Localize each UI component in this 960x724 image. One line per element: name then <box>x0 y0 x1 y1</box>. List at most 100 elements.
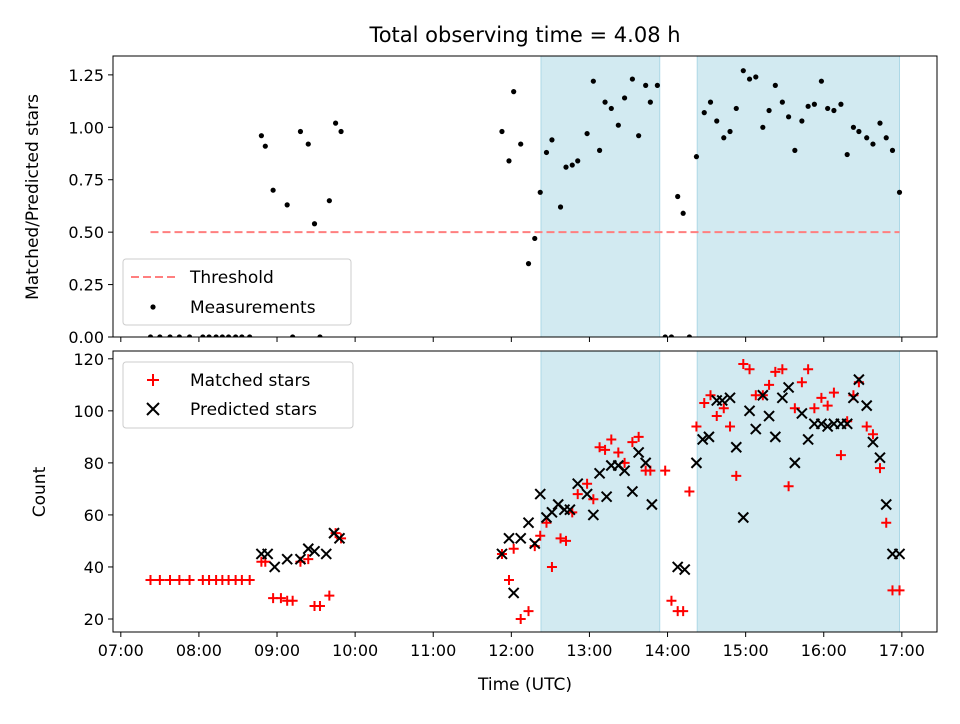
top-y-tick-label: 1.00 <box>68 118 104 137</box>
matched-star-point <box>691 421 702 432</box>
predicted-star-point <box>587 509 600 521</box>
measurement-point <box>621 95 628 101</box>
matched-star-point <box>324 590 335 601</box>
predicted-star-point <box>618 464 631 477</box>
matched-star-point <box>770 366 781 377</box>
matched-star-point <box>515 613 526 624</box>
matched-star-point <box>508 543 519 554</box>
matched-star-point <box>633 431 644 442</box>
predicted-star-point <box>302 543 314 555</box>
matched-star-point <box>561 535 572 546</box>
predicted-star-point <box>564 504 576 516</box>
measurement-point <box>157 334 163 337</box>
legend-matched-label: Matched stars <box>190 371 310 391</box>
measurement-point <box>662 334 668 337</box>
predicted-star-point <box>724 392 736 404</box>
matched-star-point <box>666 595 677 606</box>
measurement-point <box>270 187 276 193</box>
measurement-point <box>896 189 903 195</box>
predicted-star-point <box>757 389 769 401</box>
matched-star-point <box>613 447 624 458</box>
bottom-y-axis-label: Count <box>30 466 50 517</box>
predicted-star-point <box>750 423 762 435</box>
measurement-point <box>779 99 785 105</box>
bottom-legend: Matched stars Predicted stars <box>122 361 354 429</box>
bottom-panel: 20 40 60 80 100 120 07:00 08:00 09:00 10:00 11:00 1… <box>73 350 938 660</box>
predicted-star-point <box>874 451 886 464</box>
predicted-star-point <box>893 548 906 560</box>
predicted-star-point <box>841 418 853 430</box>
matched-star-point <box>867 429 878 440</box>
measurement-point <box>258 133 264 139</box>
bottom-observing-window <box>540 350 661 633</box>
matched-star-point <box>828 387 839 398</box>
matched-star-point <box>835 450 846 461</box>
predicted-star-point <box>534 488 546 500</box>
matched-star-point <box>705 390 716 401</box>
bottom-y-tick-label: 40 <box>84 558 104 577</box>
matched-star-point <box>588 494 599 505</box>
measurement-point <box>727 128 733 135</box>
measurement-point <box>326 198 332 204</box>
bottom-axes-frame <box>112 350 938 633</box>
predicted-star-point <box>776 392 789 404</box>
top-axes-frame <box>112 55 938 338</box>
bottom-y-tick-label: 60 <box>84 506 104 525</box>
measurement-point <box>629 76 635 82</box>
bottom-y-tick-label: 120 <box>73 350 104 369</box>
predicted-star-point <box>847 392 860 404</box>
predicted-star-point <box>679 563 691 576</box>
measurement-point <box>186 334 193 337</box>
legend-predicted-swatch <box>146 402 160 416</box>
predicted-star-point <box>853 373 865 386</box>
measurement-point <box>518 141 524 147</box>
measurement-point <box>338 128 344 135</box>
measurement-point <box>877 120 883 126</box>
predicted-star-point <box>671 561 684 573</box>
x-tick-label: 09:00 <box>254 641 300 660</box>
measurement-point <box>569 162 575 168</box>
matched-star-point <box>165 574 176 585</box>
measurement-point <box>805 103 811 109</box>
measurement-point <box>647 99 653 105</box>
matched-star-point <box>594 442 605 453</box>
measurement-point <box>818 78 825 84</box>
measurement-point <box>563 164 569 170</box>
measurement-point <box>225 334 232 337</box>
measurement-point <box>525 261 532 267</box>
x-tick-label: 07:00 <box>98 641 144 660</box>
x-tick-label: 12:00 <box>488 641 534 660</box>
measurement-point <box>608 105 614 112</box>
predicted-star-point <box>593 467 606 479</box>
predicted-star-point <box>743 405 756 417</box>
bottom-y-tick-label: 80 <box>84 454 104 473</box>
measurement-point <box>499 128 505 135</box>
matched-star-point <box>803 364 814 375</box>
measurement-point <box>311 221 318 227</box>
measurement-point <box>675 193 681 200</box>
measurement-point <box>870 141 876 147</box>
measurement-point <box>844 151 850 158</box>
matched-star-point <box>660 465 671 476</box>
measurement-point <box>575 158 581 164</box>
measurement-point <box>290 334 296 337</box>
matched-star-point <box>809 403 820 414</box>
predicted-star-point <box>496 548 508 560</box>
matched-star-point <box>711 411 722 422</box>
predicted-star-point <box>796 407 808 420</box>
predicted-star-point <box>529 537 541 550</box>
measurement-point <box>317 334 323 337</box>
measurement-point <box>297 128 304 135</box>
x-tick-label: 10:00 <box>332 641 378 660</box>
measurement-point <box>332 120 339 126</box>
measurement-point <box>511 89 517 95</box>
x-tick-label: 14:00 <box>644 641 690 660</box>
measurement-point <box>636 133 642 139</box>
measurement-point <box>693 154 700 160</box>
legend-measurement-swatch <box>150 304 156 310</box>
matched-star-point <box>523 606 534 617</box>
measurement-point <box>811 101 817 107</box>
measurement-point <box>721 135 727 141</box>
predicted-star-point <box>503 532 515 545</box>
measurement-point <box>668 334 675 337</box>
